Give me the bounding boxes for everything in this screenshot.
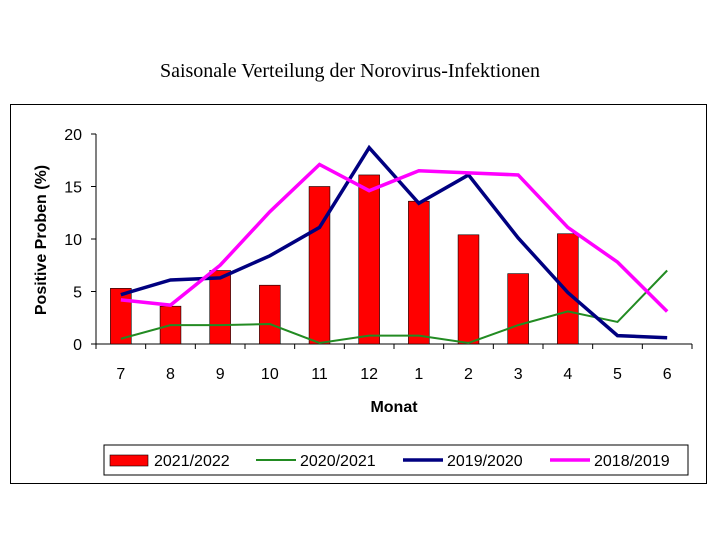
chart-frame bbox=[10, 104, 707, 484]
x-tick-label: 1 bbox=[414, 366, 423, 383]
chart-title: Saisonale Verteilung der Norovirus-Infek… bbox=[159, 60, 541, 82]
bar bbox=[457, 234, 480, 345]
legend-swatch bbox=[109, 454, 149, 467]
x-tick-label: 2 bbox=[464, 366, 473, 383]
bar bbox=[259, 284, 281, 345]
x-tick-label: 5 bbox=[613, 366, 622, 383]
series-line bbox=[120, 269, 668, 344]
x-axis-label: Monat bbox=[370, 399, 418, 416]
legend-label: 2020/2021 bbox=[300, 453, 376, 470]
x-tick-label: 7 bbox=[116, 366, 125, 383]
x-tick-label: 10 bbox=[261, 366, 279, 383]
series-line bbox=[120, 162, 669, 313]
bar bbox=[408, 200, 430, 345]
y-tick-label: 20 bbox=[64, 127, 82, 144]
line-series bbox=[120, 144, 669, 344]
y-tick-label: 0 bbox=[73, 337, 82, 354]
legend-box bbox=[103, 444, 689, 476]
x-tick-label: 3 bbox=[514, 366, 523, 383]
bar bbox=[358, 174, 380, 345]
legend-label: 2018/2019 bbox=[594, 453, 670, 470]
bar-series bbox=[110, 174, 579, 345]
x-tick-label: 9 bbox=[216, 366, 225, 383]
x-tick-label: 8 bbox=[166, 366, 175, 383]
legend-label: 2021/2022 bbox=[154, 453, 230, 470]
x-tick-label: 6 bbox=[663, 366, 672, 383]
series-line bbox=[120, 144, 668, 340]
bar bbox=[507, 273, 529, 345]
y-axis-label: Positive Proben (%) bbox=[33, 165, 50, 315]
y-tick-label: 15 bbox=[64, 180, 82, 197]
x-tick-label: 4 bbox=[563, 366, 572, 383]
bar bbox=[209, 270, 231, 345]
y-tick-label: 10 bbox=[64, 232, 82, 249]
bar bbox=[308, 186, 331, 345]
bar bbox=[557, 233, 579, 345]
axes bbox=[91, 133, 693, 349]
legend: 2021/2022 2020/2021 2019/2020 2018/2019 bbox=[103, 444, 689, 476]
bar bbox=[110, 288, 132, 345]
y-tick-label: 5 bbox=[73, 285, 82, 302]
legend-label: 2019/2020 bbox=[447, 453, 523, 470]
x-tick-label: 12 bbox=[360, 366, 378, 383]
x-tick-label: 11 bbox=[311, 366, 328, 383]
